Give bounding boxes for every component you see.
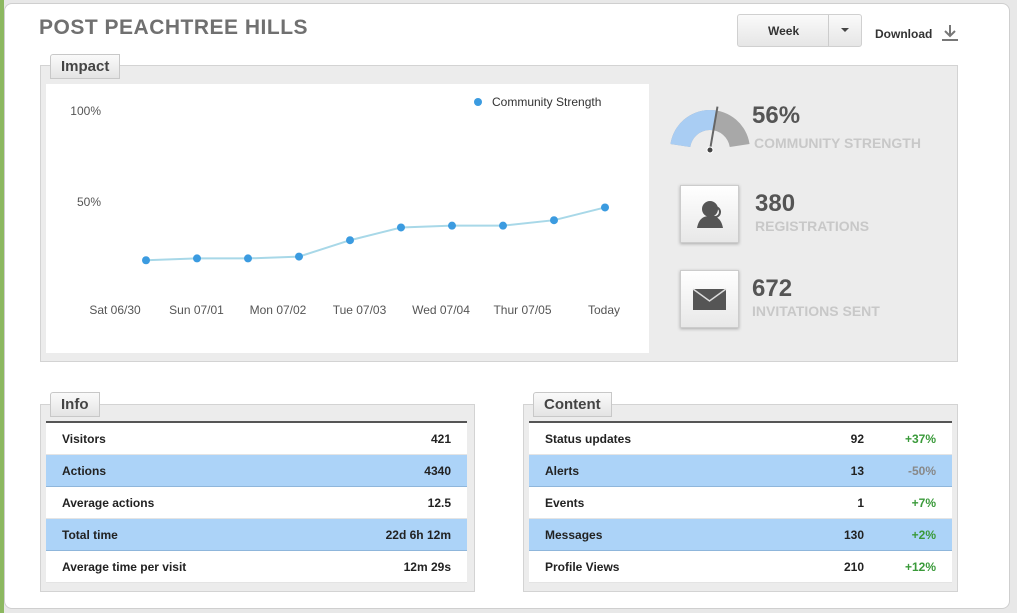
info-table: Visitors 421 Actions 4340 Average actions 12.… xyxy=(46,421,467,583)
table-row: Visitors 421 xyxy=(46,422,467,455)
table-row: Messages 130 +2% xyxy=(529,518,952,551)
point xyxy=(346,236,354,245)
gauge-caption: COMMUNITY STRENGTH xyxy=(754,135,921,151)
table-cell: +12% xyxy=(880,550,952,583)
x-tick-label: Tue 07/03 xyxy=(333,303,387,317)
period-label: Week xyxy=(768,24,800,38)
table-cell: Alerts xyxy=(529,454,773,487)
table-row: Total time 22d 6h 12m xyxy=(46,518,467,551)
period-dropdown[interactable]: Week xyxy=(737,14,862,47)
gauge-needle xyxy=(709,106,719,151)
info-tab: Info xyxy=(50,392,100,417)
table-cell: Events xyxy=(529,486,773,519)
point xyxy=(295,252,303,261)
x-tick-label: Sun 07/01 xyxy=(169,303,224,317)
legend-swatch xyxy=(474,98,482,106)
table-cell: Total time xyxy=(46,518,306,551)
stat-value: 672 xyxy=(752,275,793,302)
table-row: Events 1 +7% xyxy=(529,486,952,519)
table-cell: Status updates xyxy=(529,422,773,455)
gauge-hub xyxy=(706,146,714,154)
y-tick-label: 50% xyxy=(77,195,101,209)
table-row: Alerts 13 -50% xyxy=(529,454,952,487)
table-cell: 4340 xyxy=(305,454,467,487)
table-cell: Average time per visit xyxy=(46,550,306,583)
point xyxy=(244,254,252,263)
table-cell: Visitors xyxy=(46,422,306,455)
y-tick-label: 100% xyxy=(70,104,101,118)
table-cell: 1 xyxy=(772,486,880,519)
x-tick-label: Mon 07/02 xyxy=(250,303,307,317)
impact-tab: Impact xyxy=(50,54,121,79)
point xyxy=(142,256,150,265)
table-row: Profile Views 210 +12% xyxy=(529,550,952,583)
content-table: Status updates 92 +37% Alerts 13 -50% Events 1 +… xyxy=(529,421,952,583)
x-tick-label: Wed 07/04 xyxy=(412,303,470,317)
table-cell: 421 xyxy=(305,422,467,455)
line xyxy=(145,206,606,262)
table-cell: Average actions xyxy=(46,486,306,519)
point xyxy=(550,216,558,225)
table-cell: Actions xyxy=(46,454,306,487)
dropdown-arrow[interactable] xyxy=(828,15,862,46)
chart: 100% 50% Sat 06/30 Sun 07/01 Mon 07/02 Tue 07… xyxy=(46,84,649,353)
registrations-icon xyxy=(680,185,739,243)
download-icon xyxy=(941,25,958,41)
point xyxy=(601,203,609,212)
download[interactable]: Download xyxy=(875,24,960,42)
table-cell: 12m 29s xyxy=(305,550,467,583)
stat-label: INVITATIONS SENT xyxy=(752,303,880,319)
table-cell: +37% xyxy=(880,422,952,455)
table-cell: Profile Views xyxy=(529,550,773,583)
table-cell: 92 xyxy=(772,422,880,455)
gauge-value: 56% xyxy=(752,102,801,129)
table-cell: +2% xyxy=(880,518,952,551)
table-row: Status updates 92 +37% xyxy=(529,422,952,455)
gauge xyxy=(670,106,750,154)
legend-label: Community Strength xyxy=(492,95,601,109)
point xyxy=(193,254,201,263)
table-cell: -50% xyxy=(880,454,952,487)
content-tab: Content xyxy=(533,392,612,417)
invitations-icon xyxy=(680,270,739,328)
table-cell: 210 xyxy=(772,550,880,583)
x-tick-label: Sat 06/30 xyxy=(89,303,141,317)
table-cell: 13 xyxy=(772,454,880,487)
table-row: Actions 4340 xyxy=(46,454,467,487)
table-row: Average actions 12.5 xyxy=(46,486,467,519)
gauge-fill xyxy=(670,110,717,148)
table-cell: 12.5 xyxy=(305,486,467,519)
table-cell: +7% xyxy=(880,486,952,519)
stat-label: REGISTRATIONS xyxy=(755,218,870,234)
point xyxy=(499,221,507,230)
x-tick-label: Today xyxy=(588,303,620,317)
table-cell: 130 xyxy=(772,518,880,551)
point xyxy=(397,223,405,232)
download-label: Download xyxy=(875,27,933,41)
x-tick-label: Thur 07/05 xyxy=(493,303,551,317)
point xyxy=(448,221,456,230)
stat-value: 380 xyxy=(755,190,796,217)
table-cell: 22d 6h 12m xyxy=(305,518,467,551)
page-title: POST PEACHTREE HILLS xyxy=(39,16,309,39)
table-row: Average time per visit 12m 29s xyxy=(46,550,467,583)
table-cell: Messages xyxy=(529,518,773,551)
